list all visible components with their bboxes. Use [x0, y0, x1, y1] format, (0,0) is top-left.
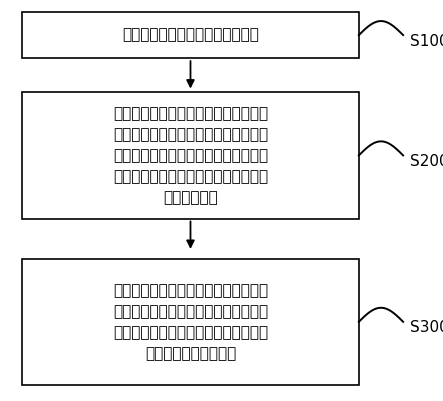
Text: S100: S100 [410, 34, 443, 49]
Text: 对目标人员所在场所进行区域划分: 对目标人员所在场所进行区域划分 [122, 28, 259, 43]
FancyBboxPatch shape [22, 259, 359, 385]
Text: S200: S200 [410, 154, 443, 169]
FancyBboxPatch shape [22, 12, 359, 58]
Text: S300: S300 [410, 320, 443, 335]
Text: 实时对目标人员的位置进行定位，根据
目标人员的位置信息，检查目标人员是
否违反当前位置所在区域的区域监管规
则，若是，则进行报警: 实时对目标人员的位置进行定位，根据 目标人员的位置信息，检查目标人员是 否违反当… [113, 283, 268, 361]
FancyBboxPatch shape [22, 92, 359, 219]
Text: 为不同目标人员配置不同的人员管理标
签，所述人员管理标签中至少包括当前
目标人员的身份信息、风险评估等级、
以及当前目标人员在不同区域内对应的
区域监管规则: 为不同目标人员配置不同的人员管理标 签，所述人员管理标签中至少包括当前 目标人员… [113, 106, 268, 205]
